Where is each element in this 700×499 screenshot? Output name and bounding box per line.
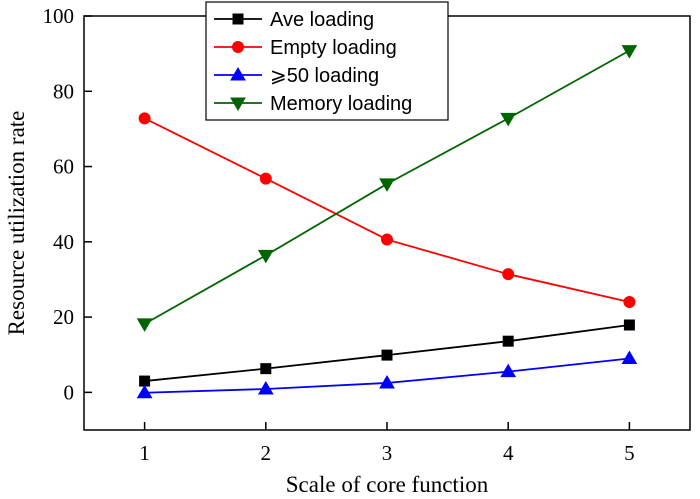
- x-tick-label: 2: [261, 441, 272, 465]
- series-line: [144, 117, 630, 303]
- legend-label: Ave loading: [270, 9, 374, 31]
- legend-box: [205, 1, 449, 121]
- y-tick-label: 60: [53, 155, 74, 179]
- data-point: [500, 363, 517, 378]
- data-point: [138, 112, 151, 125]
- series-0: [139, 319, 635, 387]
- y-tick-label: 80: [53, 79, 74, 103]
- legend: Ave loading Empty loading ⩾50 loading Memor…: [205, 1, 449, 121]
- y-tick-label: 100: [43, 4, 75, 28]
- data-point: [379, 178, 395, 192]
- y-tick-label: 0: [64, 380, 75, 404]
- x-tick-label: 5: [624, 441, 635, 465]
- y-tick-label: 40: [53, 230, 74, 254]
- data-point: [500, 112, 517, 127]
- x-tick-label: 4: [503, 441, 514, 465]
- data-point: [379, 374, 395, 389]
- data-point: [623, 296, 636, 309]
- y-tick-label: 20: [53, 305, 74, 329]
- data-point: [136, 384, 153, 399]
- legend-marker: [230, 97, 246, 111]
- x-tick-label: 3: [382, 441, 393, 465]
- data-point: [623, 319, 635, 331]
- data-point: [260, 363, 272, 375]
- legend-marker: [232, 41, 244, 53]
- legend-entry: ⩾50 loading: [214, 65, 379, 87]
- series-1: [138, 112, 636, 309]
- data-point: [259, 172, 272, 185]
- data-point: [257, 249, 274, 264]
- data-point: [621, 350, 638, 364]
- x-axis-title: Scale of core function: [286, 472, 489, 497]
- data-point: [136, 318, 153, 332]
- legend-entry: Empty loading: [214, 37, 397, 59]
- data-point: [502, 335, 514, 347]
- legend-entry: Ave loading: [214, 9, 374, 31]
- legend-label: ⩾50 loading: [270, 65, 379, 87]
- x-tick-label: 1: [139, 441, 150, 465]
- y-axis-title: Resource utilization rate: [4, 111, 29, 336]
- data-point: [381, 349, 393, 361]
- series-3: [136, 45, 638, 332]
- data-point: [139, 375, 151, 387]
- legend-marker: [230, 67, 246, 81]
- legend-label: Empty loading: [270, 37, 397, 59]
- data-point: [502, 268, 515, 281]
- y-axis-ticks: 0 20 40 60 80 100: [43, 4, 92, 404]
- series-layer: [136, 45, 638, 399]
- legend-marker: [232, 13, 244, 25]
- data-point: [257, 380, 274, 395]
- data-point: [381, 233, 393, 246]
- series-2: [136, 350, 638, 399]
- x-axis-ticks: 1 2 3 4 5: [139, 422, 635, 465]
- data-point: [621, 45, 638, 59]
- legend-entry: Memory loading: [214, 93, 412, 115]
- legend-label: Memory loading: [270, 93, 412, 115]
